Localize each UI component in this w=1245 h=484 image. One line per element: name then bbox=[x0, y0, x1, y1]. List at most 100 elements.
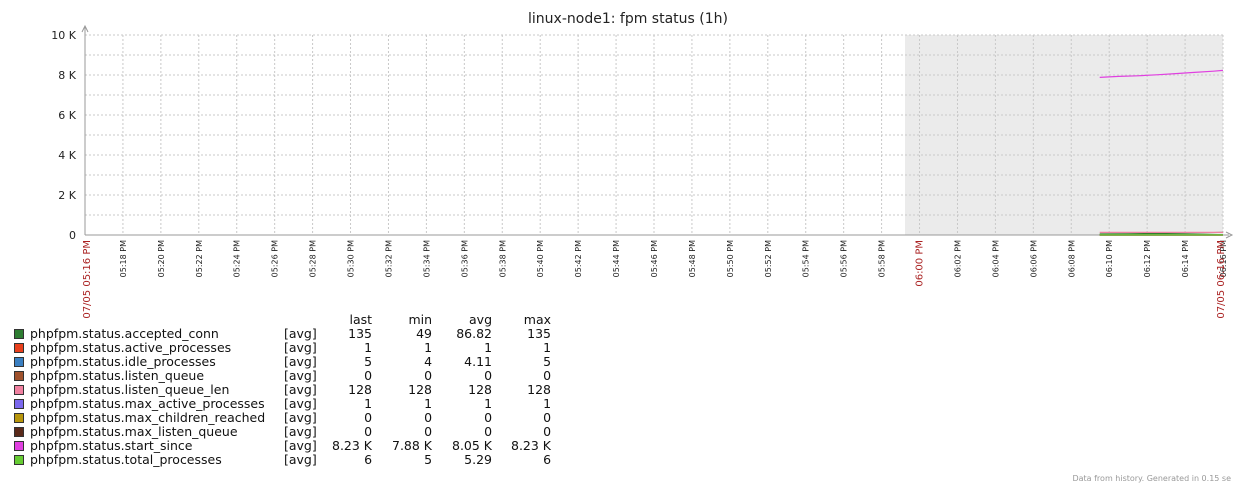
x-tick-label: 05:38 PM bbox=[498, 240, 507, 277]
legend-func: [avg] bbox=[284, 424, 317, 439]
legend-row: phpfpm.status.active_processes [avg] 1 1 1 1 bbox=[14, 341, 551, 355]
legend-max: 0 bbox=[543, 410, 552, 425]
legend-min: 128 bbox=[408, 382, 433, 397]
x-tick-label: 06:06 PM bbox=[1029, 240, 1038, 277]
legend-series-name: phpfpm.status.max_children_reached bbox=[30, 410, 266, 425]
legend-max: 1 bbox=[543, 340, 552, 355]
legend-func: [avg] bbox=[284, 326, 317, 341]
legend-item-name: phpfpm.status.max_active_processes bbox=[14, 397, 284, 411]
legend-row: phpfpm.status.max_listen_queue [avg] 0 0 0 0 bbox=[14, 425, 551, 439]
x-tick-label-major: 06:00 PM bbox=[915, 240, 926, 287]
chart-canvas: linux-node1: fpm status (1h) 0 2 K 4 K 6 K 8… bbox=[51, 11, 1234, 319]
legend-swatch bbox=[14, 357, 24, 367]
series-line-phpfpm-status-start-since bbox=[1099, 69, 1224, 78]
legend-min: 0 bbox=[424, 424, 433, 439]
legend-func: [avg] bbox=[284, 382, 317, 397]
x-tick-label: 06:04 PM bbox=[991, 240, 1000, 277]
legend-max: 8.23 K bbox=[511, 438, 552, 453]
legend-last: 5 bbox=[364, 354, 373, 369]
legend-avg: 0 bbox=[484, 410, 493, 425]
x-axis-ticks: 05:18 PM 05:20 PM 05:22 PM 05:24 PM 05:26 PM… bbox=[82, 240, 1228, 319]
x-tick-label: 05:42 PM bbox=[574, 240, 583, 277]
legend-item-name: phpfpm.status.total_processes bbox=[14, 453, 284, 467]
legend-series-name: phpfpm.status.start_since bbox=[30, 438, 193, 453]
legend-row: phpfpm.status.listen_queue [avg] 0 0 0 0 bbox=[14, 369, 551, 383]
legend-swatch bbox=[14, 371, 24, 381]
legend-avg: 1 bbox=[484, 396, 493, 411]
x-tick-label: 05:40 PM bbox=[536, 240, 545, 277]
legend-header-last: last bbox=[349, 312, 373, 327]
legend-series-name: phpfpm.status.max_active_processes bbox=[30, 396, 265, 411]
legend-avg: 1 bbox=[484, 340, 493, 355]
legend-item-name: phpfpm.status.idle_processes bbox=[14, 355, 284, 369]
legend-row: phpfpm.status.listen_queue_len [avg] 128 12… bbox=[14, 383, 551, 397]
legend-min: 5 bbox=[424, 452, 433, 467]
legend-swatch bbox=[14, 413, 24, 423]
legend-last: 135 bbox=[348, 326, 373, 341]
legend-item-name: phpfpm.status.max_children_reached bbox=[14, 411, 284, 425]
legend-min: 1 bbox=[424, 340, 433, 355]
legend-max: 1 bbox=[543, 396, 552, 411]
legend-func: [avg] bbox=[284, 340, 317, 355]
legend-header-max: max bbox=[523, 312, 552, 327]
footer-note: Data from history. Generated in 0.15 se bbox=[1072, 474, 1231, 483]
chart-title: linux-node1: fpm status (1h) bbox=[528, 11, 728, 27]
legend-min: 1 bbox=[424, 396, 433, 411]
x-tick-label: 05:28 PM bbox=[309, 240, 318, 277]
x-tick-label: 05:56 PM bbox=[840, 240, 849, 277]
legend-series-name: phpfpm.status.active_processes bbox=[30, 340, 232, 355]
legend-row: phpfpm.status.accepted_conn [avg] 135 49 86.… bbox=[14, 327, 551, 341]
x-tick-label: 05:18 PM bbox=[119, 240, 128, 277]
legend-last: 1 bbox=[364, 340, 373, 355]
legend-avg: 0 bbox=[484, 368, 493, 383]
legend-min: 7.88 K bbox=[392, 438, 433, 453]
legend-last: 6 bbox=[364, 452, 373, 467]
legend-swatch bbox=[14, 343, 24, 353]
legend-item-name: phpfpm.status.accepted_conn bbox=[14, 327, 284, 341]
legend-swatch bbox=[14, 329, 24, 339]
legend-func: [avg] bbox=[284, 396, 317, 411]
x-tick-label: 05:32 PM bbox=[384, 240, 393, 277]
y-axis-ticks: 0 2 K 4 K 6 K 8 K 10 K bbox=[51, 29, 76, 242]
legend-swatch bbox=[14, 427, 24, 437]
legend-swatch bbox=[14, 455, 24, 465]
legend-item-name: phpfpm.status.active_processes bbox=[14, 341, 284, 355]
legend-swatch bbox=[14, 441, 24, 451]
legend-min: 49 bbox=[416, 326, 433, 341]
legend-min: 0 bbox=[424, 410, 433, 425]
legend-item-name: phpfpm.status.start_since bbox=[14, 439, 284, 453]
legend-max: 5 bbox=[543, 354, 552, 369]
legend-avg: 86.82 bbox=[456, 326, 493, 341]
x-tick-label: 05:36 PM bbox=[460, 240, 469, 277]
legend-max: 128 bbox=[527, 382, 552, 397]
legend-item-name: phpfpm.status.max_listen_queue bbox=[14, 425, 284, 439]
x-axis-arrow bbox=[1225, 231, 1234, 239]
legend-func: [avg] bbox=[284, 368, 317, 383]
legend-last: 0 bbox=[364, 410, 373, 425]
legend-max: 135 bbox=[527, 326, 552, 341]
x-tick-label: 05:26 PM bbox=[271, 240, 280, 277]
legend-series-name: phpfpm.status.max_listen_queue bbox=[30, 424, 238, 439]
x-tick-label: 05:22 PM bbox=[195, 240, 204, 277]
x-end-label: 07/05 06:16 PM bbox=[1216, 240, 1227, 319]
x-tick-label: 05:34 PM bbox=[422, 240, 431, 277]
legend-row: phpfpm.status.max_active_processes [avg] 1… bbox=[14, 397, 551, 411]
x-tick-label: 05:48 PM bbox=[688, 240, 697, 277]
legend-min: 4 bbox=[424, 354, 433, 369]
legend-avg: 128 bbox=[468, 382, 493, 397]
legend-last: 128 bbox=[348, 382, 373, 397]
legend-avg: 8.05 K bbox=[452, 438, 493, 453]
y-axis-arrow bbox=[81, 24, 89, 33]
legend-max: 0 bbox=[543, 424, 552, 439]
legend-avg: 4.11 bbox=[464, 354, 493, 369]
legend-avg: 0 bbox=[484, 424, 493, 439]
y-tick-label: 8 K bbox=[58, 69, 76, 82]
y-tick-label: 10 K bbox=[51, 29, 76, 42]
legend-header-min: min bbox=[408, 312, 433, 327]
y-tick-label: 0 bbox=[69, 229, 76, 242]
y-tick-label: 4 K bbox=[58, 149, 76, 162]
legend-row: phpfpm.status.total_processes [avg] 6 5 5.29… bbox=[14, 453, 551, 467]
x-tick-label: 06:12 PM bbox=[1143, 240, 1152, 277]
shaded-period bbox=[905, 35, 1223, 235]
legend-header-avg: avg bbox=[469, 312, 493, 327]
